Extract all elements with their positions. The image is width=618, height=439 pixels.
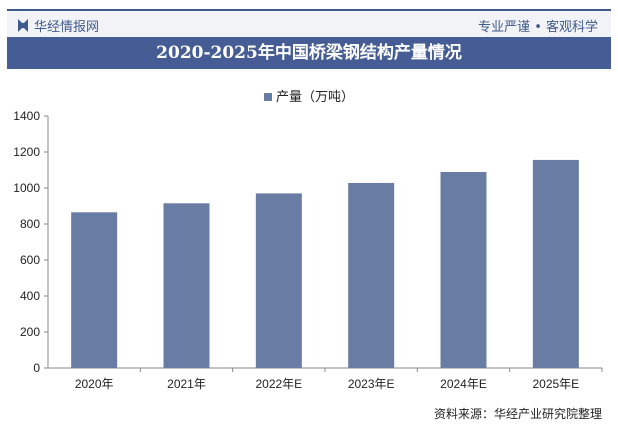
chart-title: 2020-2025年中国桥梁钢结构产量情况: [7, 37, 611, 69]
y-tick-label: 400: [20, 289, 40, 303]
legend: 产量（万吨）: [0, 86, 618, 105]
bar: [532, 159, 579, 368]
y-tick-label: 200: [20, 325, 40, 339]
legend-label: 产量（万吨）: [275, 90, 354, 105]
bar: [255, 193, 302, 368]
brand-logo: 华经情报网: [18, 16, 99, 35]
brand-name: 华经情报网: [34, 20, 100, 35]
x-tick-label: 2024年E: [440, 377, 487, 391]
logo-icon: [18, 19, 28, 32]
x-tick-label: 2025年E: [532, 377, 579, 391]
y-tick-label: 0: [33, 361, 40, 375]
source-note: 资料来源：华经产业研究院整理: [433, 407, 602, 421]
x-tick-label: 2022年E: [255, 377, 302, 391]
x-tick-label: 2020年: [75, 377, 114, 391]
bar: [348, 182, 395, 368]
y-tick-label: 1200: [13, 145, 40, 159]
y-tick-label: 1000: [13, 181, 40, 195]
bar: [71, 212, 118, 368]
y-tick-label: 1400: [13, 109, 40, 123]
bar: [163, 203, 210, 368]
bar: [440, 171, 487, 368]
y-tick-label: 800: [20, 217, 40, 231]
slogan: 专业严谨 • 客观科学: [478, 20, 598, 35]
y-tick-label: 600: [20, 253, 40, 267]
top-bar: [7, 11, 611, 37]
x-tick-label: 2023年E: [348, 377, 395, 391]
x-tick-label: 2021年: [167, 377, 206, 391]
legend-swatch: [263, 93, 272, 101]
